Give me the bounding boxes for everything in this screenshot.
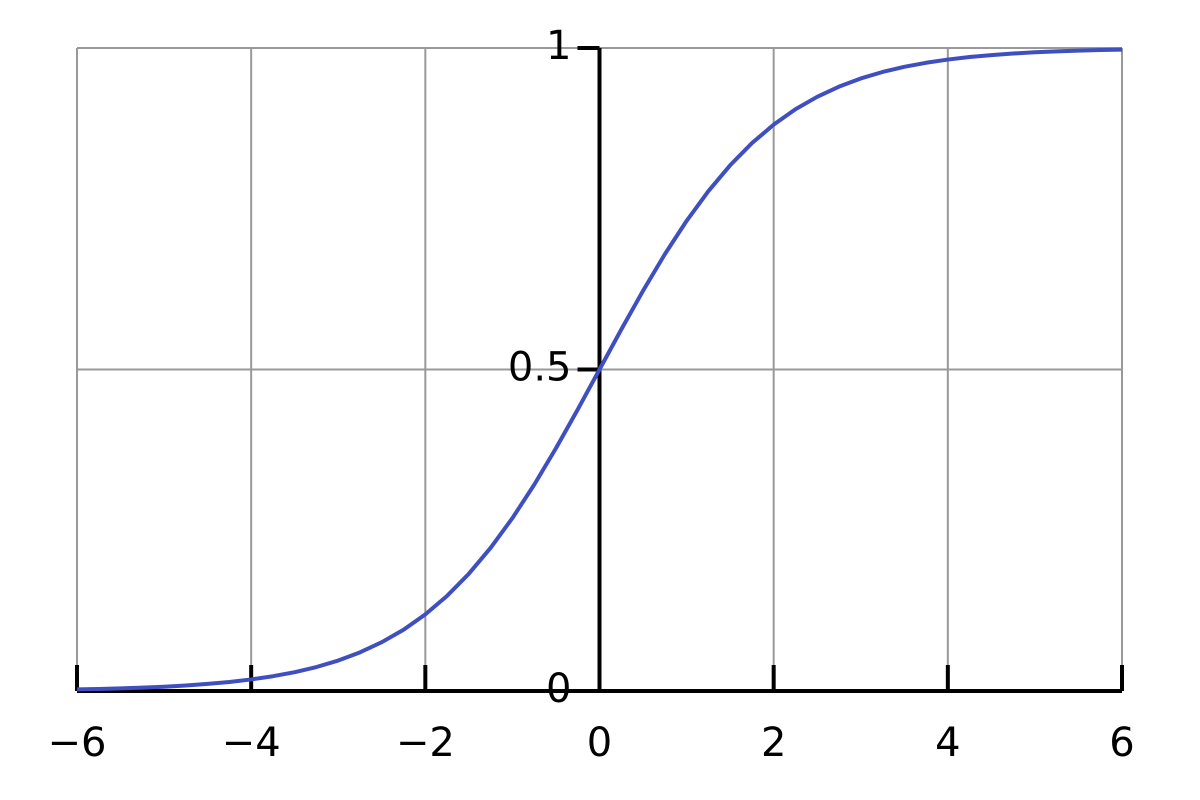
x-tick-label: 4: [935, 720, 960, 766]
x-tick-label: 6: [1109, 720, 1134, 766]
x-tick-label: −4: [222, 720, 281, 766]
y-tick-label: 0: [546, 666, 571, 712]
line-series: [76, 47, 1123, 692]
x-tick-label: −2: [396, 720, 455, 766]
y-tick-label: 0.5: [508, 345, 572, 391]
x-tick-label: −6: [48, 720, 107, 766]
x-tick-label: 0: [587, 720, 612, 766]
y-tick-label: 1: [546, 23, 571, 69]
x-tick-label: 2: [761, 720, 786, 766]
